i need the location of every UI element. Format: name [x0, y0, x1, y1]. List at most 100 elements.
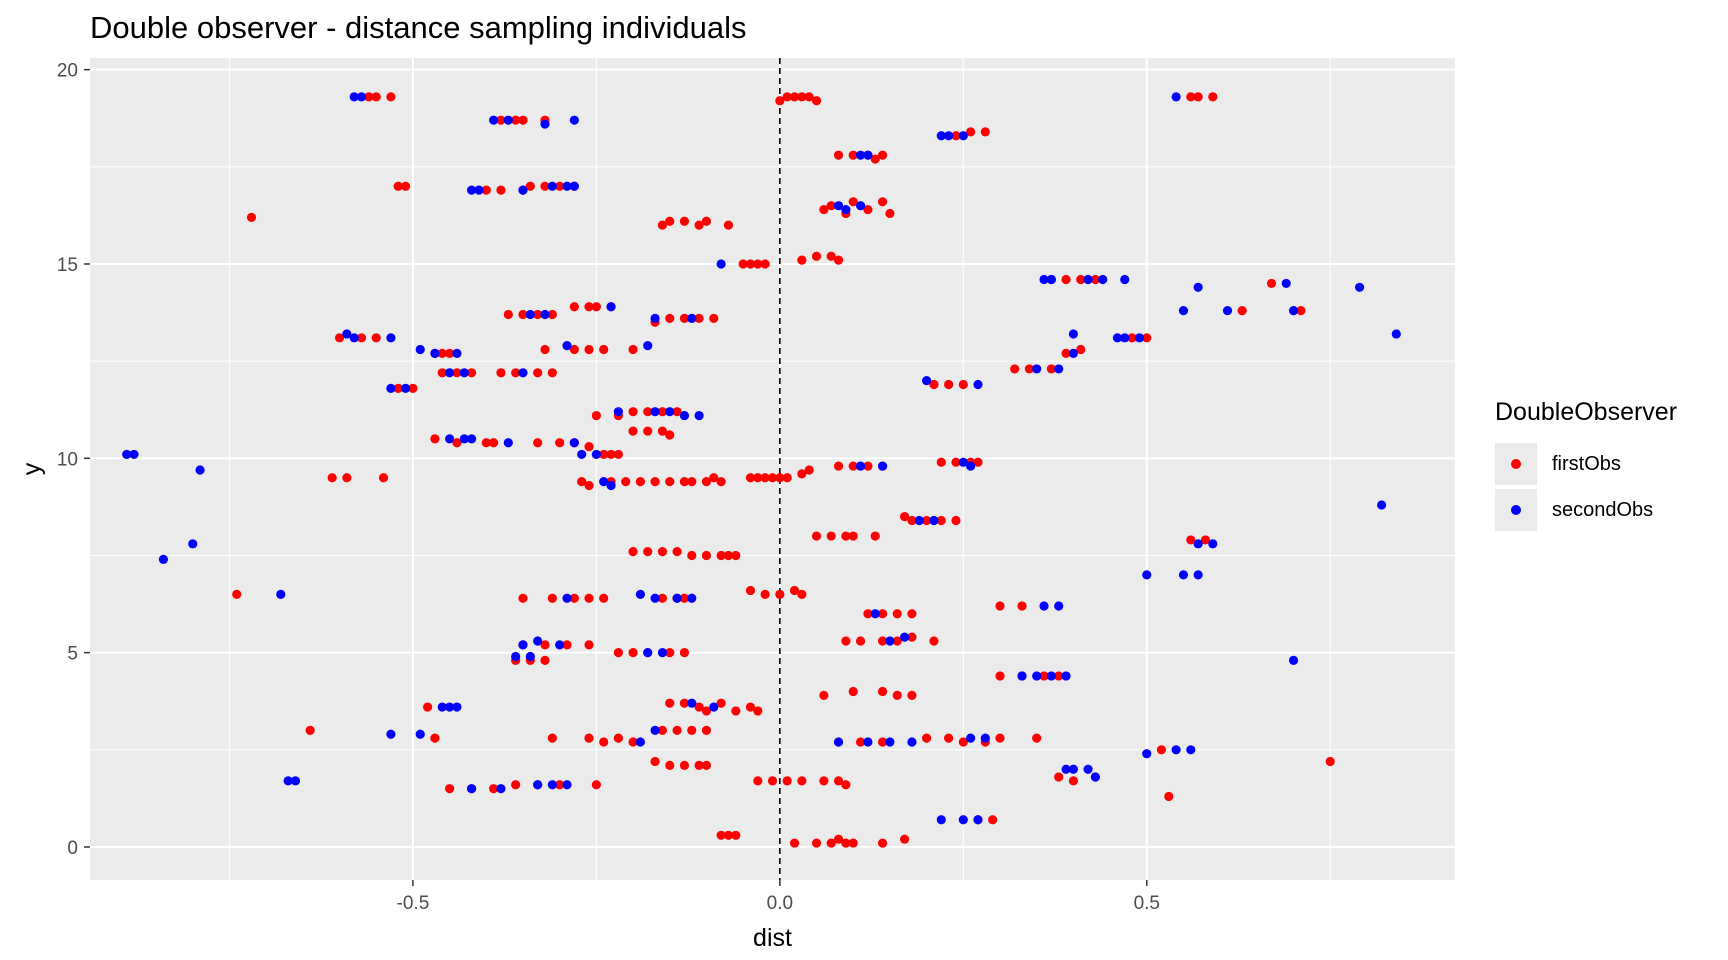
firstobs-point	[833, 150, 844, 160]
secondobs-point	[452, 702, 462, 712]
firstobs-point	[657, 593, 668, 603]
firstobs-point	[811, 96, 822, 106]
firstobs-point	[444, 348, 455, 358]
secondobs-point	[973, 379, 983, 390]
secondobs-point	[562, 341, 572, 351]
firstobs-point	[789, 585, 800, 596]
secondobs-point	[1391, 329, 1401, 339]
secondobs-point	[899, 632, 910, 642]
firstobs-point	[665, 648, 675, 658]
y-tick-label: 15	[57, 255, 78, 276]
firstobs-point	[826, 251, 836, 261]
firstobs-point	[701, 725, 712, 735]
chart-title: Double observer - distance sampling indi…	[90, 10, 747, 45]
secondobs-point	[525, 309, 535, 320]
secondobs-point	[973, 815, 983, 825]
y-tick-label: 20	[57, 61, 78, 82]
x-axis-title: dist	[753, 924, 792, 952]
secondobs-point	[474, 185, 484, 195]
secondobs-point	[672, 593, 682, 603]
secondobs-point	[356, 92, 367, 102]
y-tick-label: 5	[67, 644, 78, 665]
firstobs-point	[760, 259, 770, 269]
firstobs-point	[988, 815, 998, 825]
firstobs-point	[1266, 278, 1277, 289]
secondobs-point	[569, 438, 579, 448]
firstobs-point	[709, 473, 719, 483]
secondobs-point	[415, 344, 425, 355]
firstobs-point	[841, 780, 851, 790]
firstobs-point	[679, 698, 690, 708]
secondobs-point	[1281, 278, 1291, 289]
firstobs-point	[841, 531, 851, 541]
firstobs-point	[694, 702, 704, 712]
firstobs-point	[1296, 306, 1306, 316]
y-tick-label: 10	[57, 449, 78, 470]
firstobs-point	[665, 216, 675, 226]
firstobs-point	[613, 648, 623, 658]
firstobs-point	[511, 115, 521, 125]
firstobs-point	[951, 131, 961, 141]
firstobs-point	[745, 259, 756, 269]
secondobs-point	[122, 449, 132, 460]
secondobs-point	[1142, 570, 1152, 580]
firstobs-point	[782, 92, 792, 102]
firstobs-point	[665, 698, 675, 708]
secondobs-point	[1178, 570, 1189, 580]
firstobs-point	[899, 834, 910, 844]
firstobs-point	[1164, 791, 1174, 802]
secondobs-point	[444, 368, 455, 378]
firstobs-point	[1032, 733, 1042, 743]
secondobs-point	[885, 737, 895, 747]
firstobs-point	[657, 426, 668, 436]
secondobs-point	[643, 648, 653, 658]
secondobs-point	[1039, 274, 1049, 285]
secondobs-point	[1178, 306, 1189, 316]
firstobs-point	[533, 438, 543, 448]
firstobs-point	[877, 609, 888, 619]
secondobs-point	[687, 313, 697, 323]
firstobs-point	[1039, 671, 1049, 681]
firstobs-point	[540, 640, 550, 650]
legend-title: DoubleObserver	[1495, 398, 1678, 426]
secondobs-point	[1083, 274, 1093, 285]
firstobs-point	[833, 834, 844, 844]
firstobs-point	[944, 379, 954, 390]
firstobs-point	[760, 473, 770, 483]
secondobs-point	[709, 702, 719, 712]
firstobs-point	[767, 776, 778, 786]
secondobs-point	[1068, 329, 1078, 339]
firstobs-point	[1193, 92, 1203, 102]
firstobs-point	[877, 686, 888, 697]
firstobs-point	[1237, 306, 1247, 316]
secondobs-point	[643, 341, 653, 351]
secondobs-point	[496, 784, 506, 794]
firstobs-point	[371, 92, 381, 102]
firstobs-point	[569, 344, 579, 355]
firstobs-point	[1010, 364, 1020, 374]
firstobs-point	[1061, 348, 1071, 358]
firstobs-point	[694, 220, 704, 230]
firstobs-point	[1186, 535, 1196, 545]
secondobs-point	[907, 737, 917, 747]
secondobs-point	[1377, 500, 1387, 510]
legend-key	[1495, 489, 1537, 531]
secondobs-point	[518, 368, 528, 378]
firstobs-point	[701, 550, 712, 561]
firstobs-point	[643, 546, 653, 557]
firstobs-point	[701, 477, 712, 487]
secondobs-point	[1032, 364, 1042, 374]
firstobs-point	[1054, 671, 1064, 681]
secondobs-point	[885, 636, 895, 646]
firstobs-point	[775, 96, 785, 106]
secondobs-point	[511, 651, 521, 662]
secondobs-point	[1046, 274, 1056, 285]
firstobs-point	[767, 473, 778, 483]
firstobs-point	[745, 702, 756, 712]
firstobs-point	[533, 309, 543, 320]
firstobs-point	[246, 212, 257, 222]
firstobs-point	[848, 686, 858, 697]
firstobs-point	[877, 737, 888, 747]
firstobs-point	[892, 636, 902, 646]
secondobs-point	[1098, 274, 1108, 285]
